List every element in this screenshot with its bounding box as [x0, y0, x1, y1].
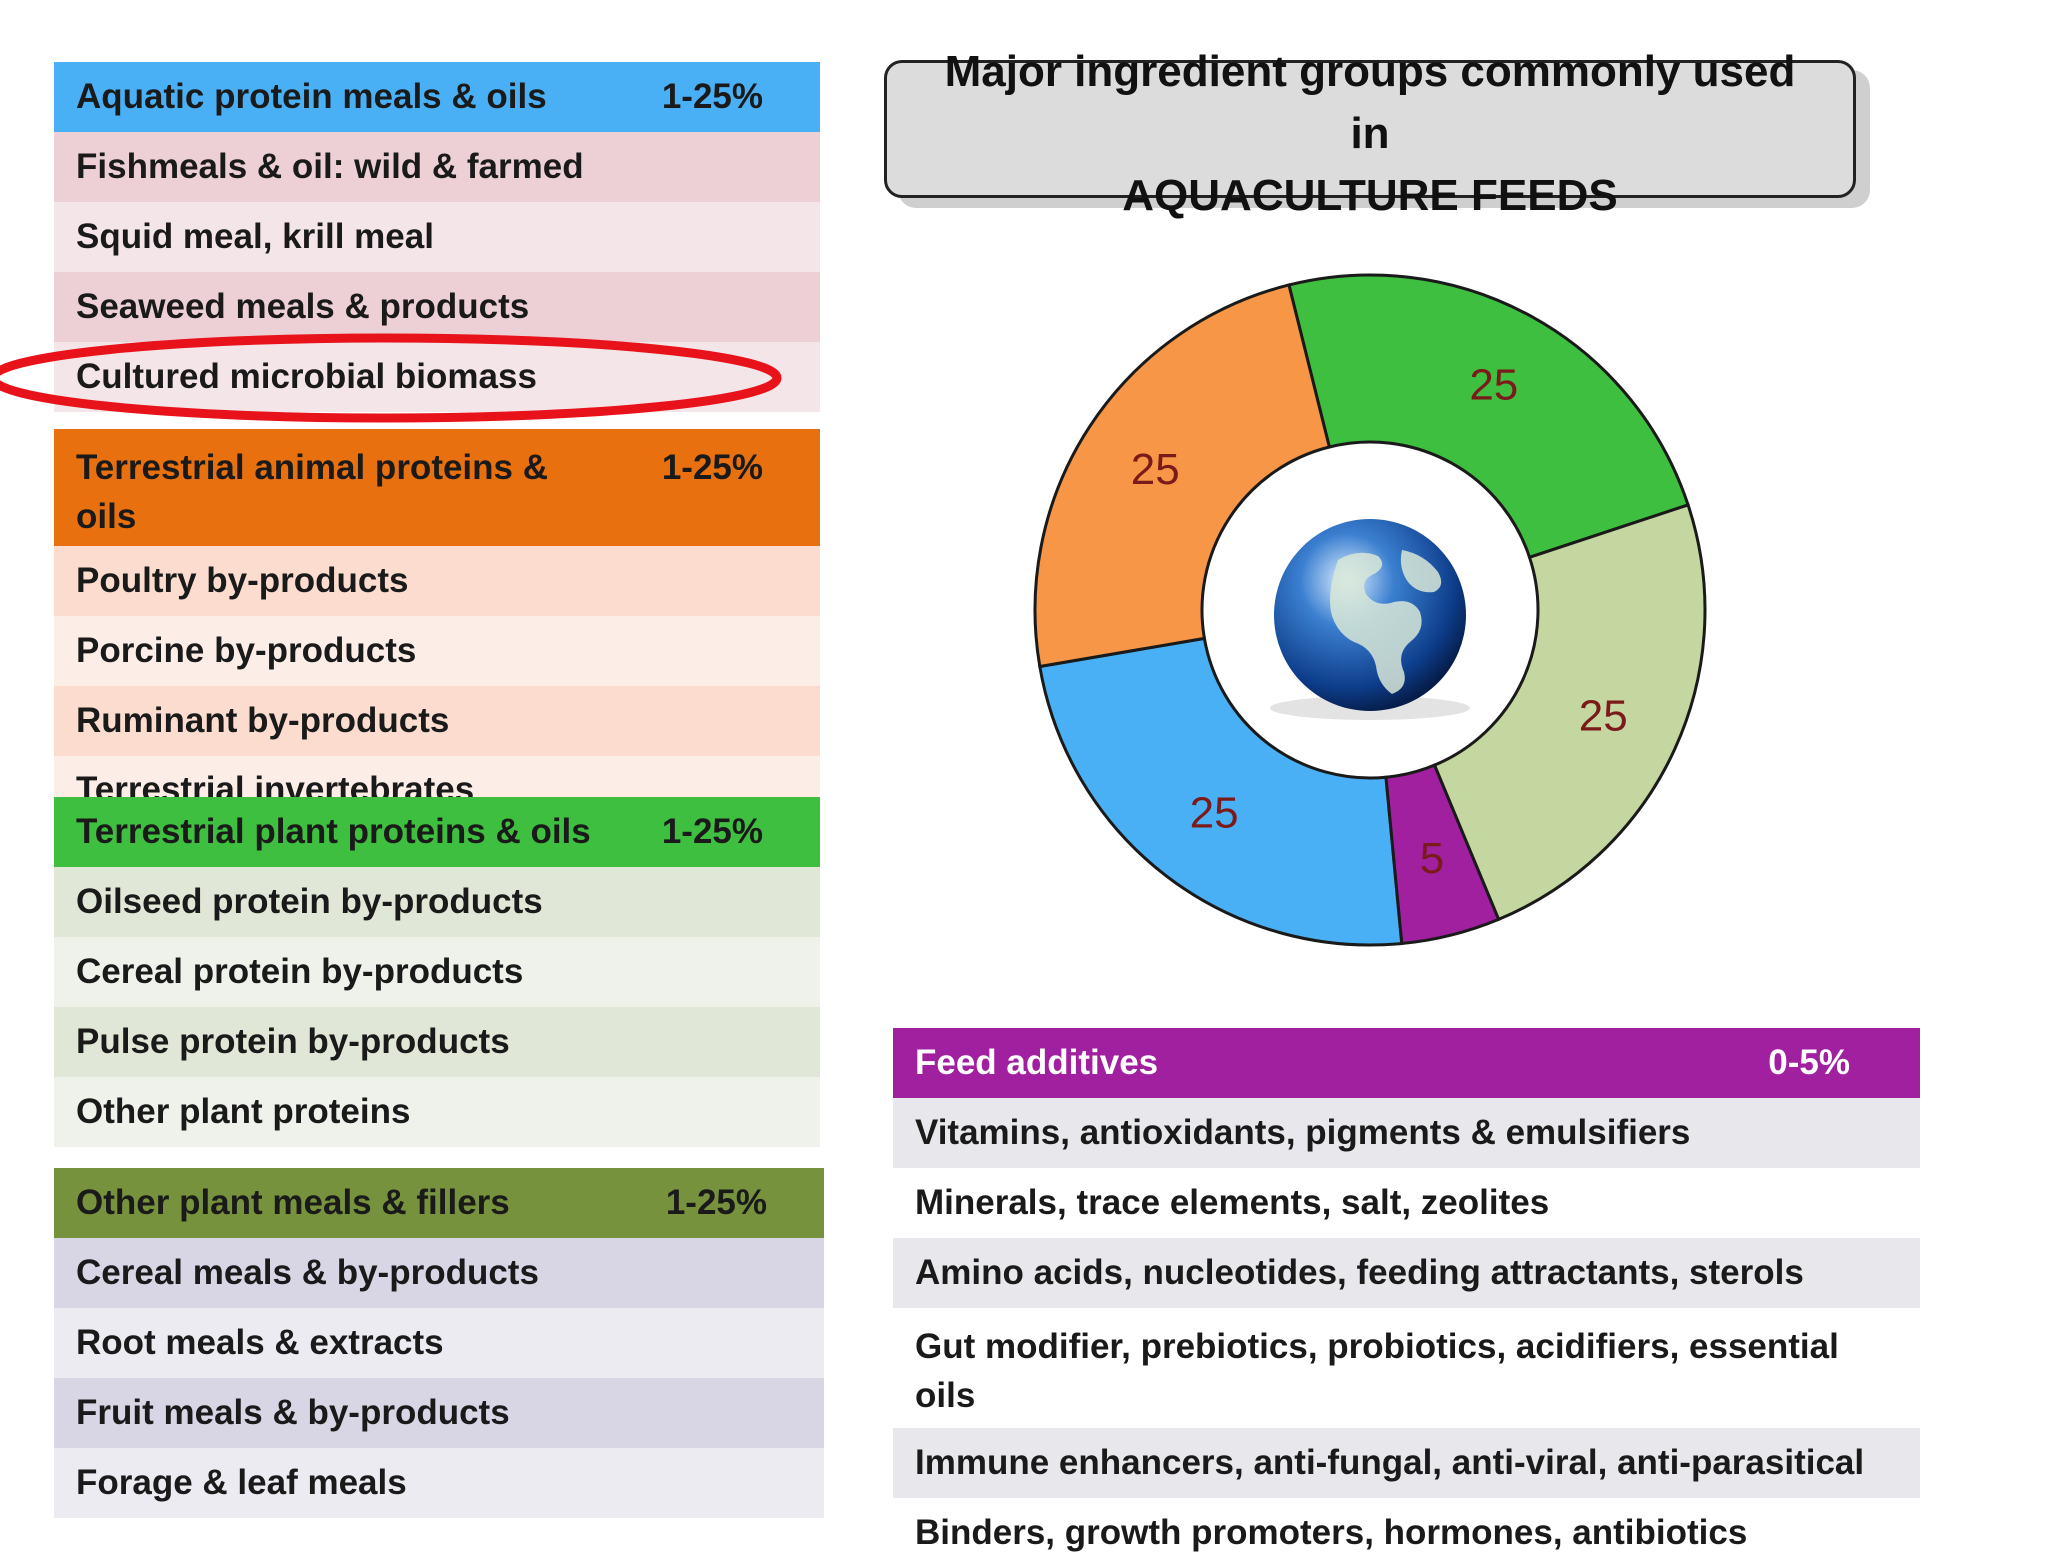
ingredient-label: Forage & leaf meals — [76, 1463, 407, 1502]
title-line-1: Major ingredient groups commonly used — [944, 47, 1796, 96]
ingredient-label: Ruminant by-products — [76, 701, 450, 740]
additive-label: Amino acids, nucleotides, feeding attrac… — [915, 1253, 1804, 1292]
ingredient-row: Porcine by-products — [54, 616, 820, 686]
group-header-label: Aquatic protein meals & oils — [76, 77, 547, 116]
group-header-pct: 1-25% — [661, 812, 763, 851]
group-header: Other plant meals & fillers 1-25% — [54, 1168, 824, 1238]
ingredient-label: Cultured microbial biomass — [76, 357, 537, 396]
donut-slice-label: 25 — [1469, 360, 1518, 409]
ingredient-label: Squid meal, krill meal — [76, 217, 434, 256]
ingredient-row: Oilseed protein by-products — [54, 867, 820, 937]
ingredient-row: Terrestrial invertebrates — [54, 756, 820, 798]
donut-slice-label: 5 — [1420, 834, 1444, 883]
ingredient-label: Cereal meals & by-products — [76, 1253, 539, 1292]
group-header-pct: 1-25% — [661, 77, 763, 116]
group-terrestrial-plant: Terrestrial plant proteins & oils 1-25% … — [54, 797, 820, 1147]
additive-label: Minerals, trace elements, salt, zeolites — [915, 1183, 1550, 1222]
group-terrestrial-animal: Terrestrial animal proteins & oils 1-25%… — [54, 429, 820, 798]
group-header-label: Feed additives — [915, 1043, 1159, 1082]
ingredient-label: Fruit meals & by-products — [76, 1393, 510, 1432]
donut-slice-label: 25 — [1131, 445, 1180, 494]
additive-row: Immune enhancers, anti-fungal, anti-vira… — [893, 1428, 1920, 1498]
group-header: Feed additives 0-5% — [893, 1028, 1920, 1098]
group-header-label: Terrestrial animal proteins & oils — [76, 448, 549, 536]
ingredient-label: Fishmeals & oil: wild & farmed — [76, 147, 584, 186]
ingredient-label: Other plant proteins — [76, 1092, 411, 1131]
ingredient-label: Cereal protein by-products — [76, 952, 524, 991]
ingredient-row: Forage & leaf meals — [54, 1448, 824, 1518]
additive-label: Gut modifier, prebiotics, probiotics, ac… — [915, 1327, 1839, 1415]
group-header-pct: 1-25% — [665, 1183, 767, 1222]
ingredient-label: Seaweed meals & products — [76, 287, 530, 326]
ingredient-row: Squid meal, krill meal — [54, 202, 820, 272]
ingredient-row: Cultured microbial biomass — [54, 342, 820, 412]
donut-slice-label: 25 — [1579, 692, 1628, 741]
additive-label: Immune enhancers, anti-fungal, anti-vira… — [915, 1443, 1865, 1482]
ingredient-label: Oilseed protein by-products — [76, 882, 543, 921]
ingredient-row: Ruminant by-products — [54, 686, 820, 756]
ingredient-row: Poultry by-products — [54, 546, 820, 616]
ingredient-label: Porcine by-products — [76, 631, 417, 670]
ingredient-label: Pulse protein by-products — [76, 1022, 510, 1061]
additive-label: Binders, growth promoters, hormones, ant… — [915, 1513, 1748, 1552]
ingredient-row: Cereal protein by-products — [54, 937, 820, 1007]
group-header: Terrestrial plant proteins & oils 1-25% — [54, 797, 820, 867]
additive-label: Vitamins, antioxidants, pigments & emuls… — [915, 1113, 1691, 1152]
title-line-3: AQUACULTURE FEEDS — [1122, 171, 1618, 220]
donut-slice-label: 25 — [1190, 789, 1239, 838]
ingredient-row: Fishmeals & oil: wild & farmed — [54, 132, 820, 202]
ingredient-label: Poultry by-products — [76, 561, 409, 600]
group-header-pct: 1-25% — [661, 448, 763, 487]
additive-row: Vitamins, antioxidants, pigments & emuls… — [893, 1098, 1920, 1168]
donut-slice — [1287, 273, 1690, 560]
group-header: Terrestrial animal proteins & oils 1-25% — [54, 429, 820, 546]
group-header-pct: 0-5% — [1768, 1043, 1850, 1082]
ingredient-label: Terrestrial invertebrates — [76, 770, 475, 798]
group-header-label: Other plant meals & fillers — [76, 1183, 510, 1222]
additive-row: Amino acids, nucleotides, feeding attrac… — [893, 1238, 1920, 1308]
donut-slice — [1038, 636, 1404, 947]
group-header-label: Terrestrial plant proteins & oils — [76, 812, 591, 851]
group-aquatic: Aquatic protein meals & oils 1-25% Fishm… — [54, 62, 820, 412]
additive-row: Gut modifier, prebiotics, probiotics, ac… — [893, 1308, 1920, 1428]
donut-slice — [1033, 283, 1332, 669]
additive-row: Minerals, trace elements, salt, zeolites — [893, 1168, 1920, 1238]
ingredient-row: Pulse protein by-products — [54, 1007, 820, 1077]
donut-slice — [1432, 502, 1707, 922]
ingredient-label: Root meals & extracts — [76, 1323, 444, 1362]
ingredient-row: Root meals & extracts — [54, 1308, 824, 1378]
globe-icon — [1270, 519, 1470, 720]
group-additives: Feed additives 0-5% Vitamins, antioxidan… — [893, 1028, 1920, 1568]
ingredient-row: Seaweed meals & products — [54, 272, 820, 342]
additive-row: Binders, growth promoters, hormones, ant… — [893, 1498, 1920, 1568]
ingredient-row: Cereal meals & by-products — [54, 1238, 824, 1308]
ingredient-row: Other plant proteins — [54, 1077, 820, 1147]
page-title: Major ingredient groups commonly used in… — [884, 47, 1856, 220]
ingredient-row: Fruit meals & by-products — [54, 1378, 824, 1448]
title-line-2: in — [1350, 109, 1390, 158]
group-other-plant: Other plant meals & fillers 1-25% Cereal… — [54, 1168, 824, 1518]
group-header: Aquatic protein meals & oils 1-25% — [54, 62, 820, 132]
donut-chart: 25 25 5 25 25 — [1033, 273, 1707, 947]
